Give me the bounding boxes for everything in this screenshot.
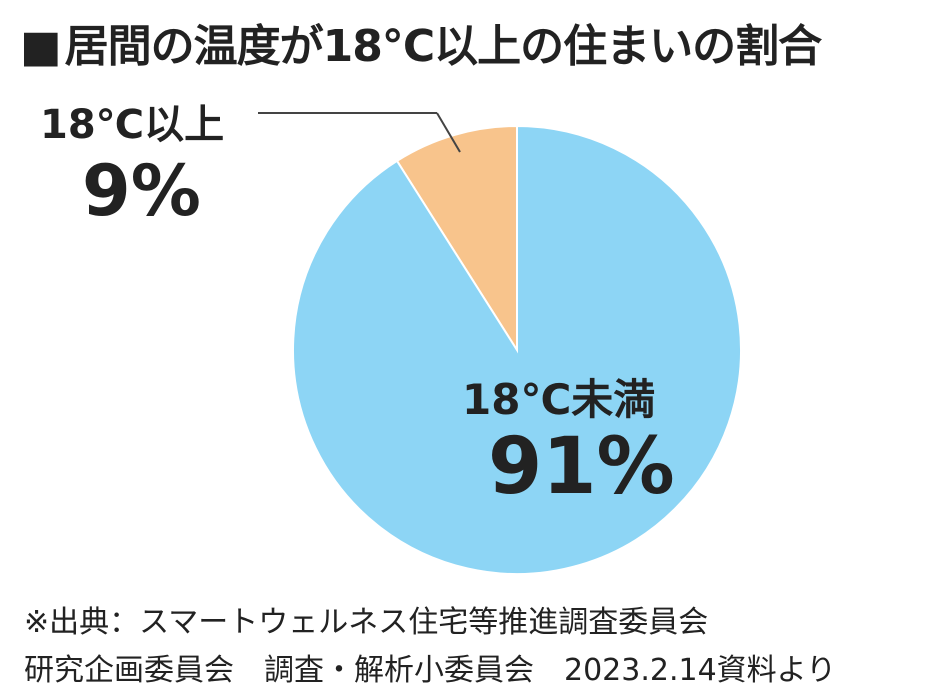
slice-label-above-18: 18℃以上	[40, 102, 225, 148]
leader-line-diagonal	[436, 112, 461, 153]
pie-slice-above-18	[395, 124, 518, 354]
title-square-marker: ■	[20, 21, 62, 72]
title-text: 居間の温度が18℃以上の住まいの割合	[64, 21, 823, 72]
slice-label-below-18: 18℃未満	[462, 375, 656, 424]
slice-value-above-18: 9%	[82, 150, 201, 232]
source-note-line1: ※出典：スマートウェルネス住宅等推進調査委員会	[24, 605, 709, 640]
source-note-line2: 研究企画委員会 調査・解析小委員会 2023.2.14資料より	[24, 653, 837, 688]
pie-slice-below-18	[292, 124, 742, 575]
slice-value-below-18: 91%	[488, 422, 675, 512]
chart-title: ■居間の温度が18℃以上の住まいの割合	[20, 10, 823, 74]
